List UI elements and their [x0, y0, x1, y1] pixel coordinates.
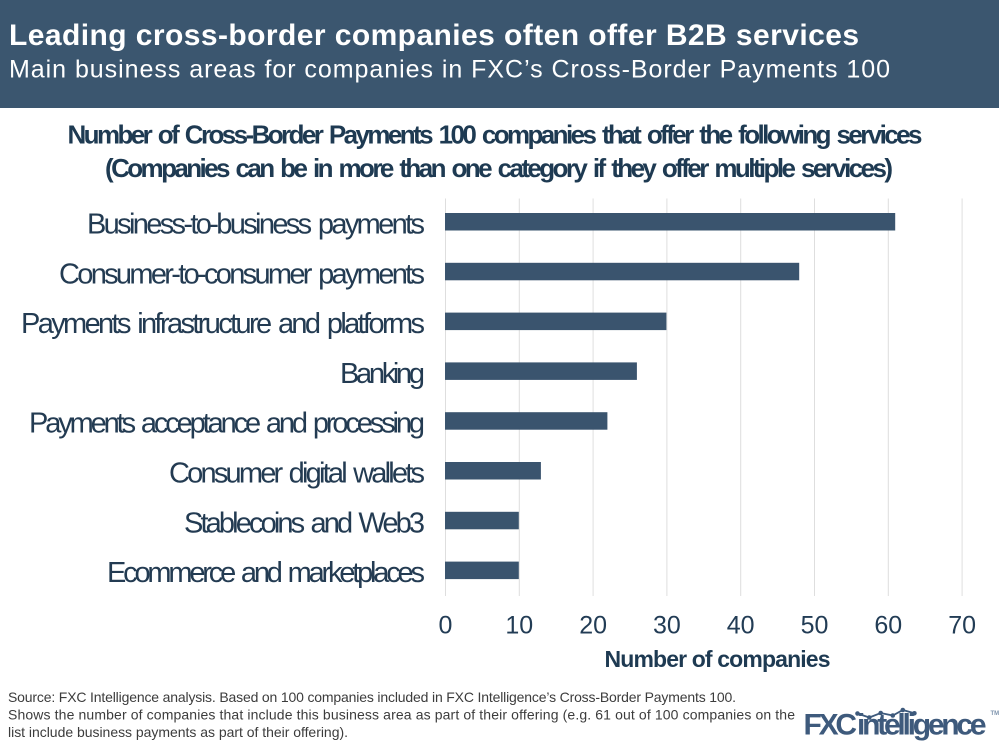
- svg-text:Leading cross-border companies: Leading cross-border companies often off…: [9, 19, 859, 52]
- svg-text:Business-to-business payments: Business-to-business payments: [87, 209, 425, 241]
- svg-text:(Companies can be in more than: (Companies can be in more than one categ…: [105, 153, 893, 183]
- svg-text:30: 30: [653, 612, 681, 640]
- svg-text:40: 40: [727, 612, 755, 640]
- svg-text:50: 50: [801, 612, 829, 640]
- svg-text:Payments infrastructure and pl: Payments infrastructure and platforms: [21, 308, 425, 340]
- svg-text:Payments acceptance and proces: Payments acceptance and processing: [29, 408, 425, 440]
- svg-text:Ecommerce and marketplaces: Ecommerce and marketplaces: [107, 557, 425, 589]
- svg-text:Main business areas for compan: Main business areas for companies in FXC…: [9, 56, 890, 84]
- svg-text:20: 20: [579, 612, 607, 640]
- svg-text:Banking: Banking: [340, 358, 425, 390]
- svg-text:Stablecoins and Web3: Stablecoins and Web3: [184, 507, 425, 539]
- svg-text:Number of Cross-Border Payment: Number of Cross-Border Payments 100 comp…: [68, 120, 923, 150]
- svg-text:70: 70: [948, 612, 976, 640]
- svg-text:60: 60: [874, 612, 902, 640]
- svg-text:10: 10: [505, 612, 533, 640]
- svg-text:Consumer digital wallets: Consumer digital wallets: [169, 458, 425, 490]
- svg-text:0: 0: [439, 612, 453, 640]
- svg-text:FXC: FXC: [804, 709, 858, 742]
- svg-text:Source: FXC Intelligence analy: Source: FXC Intelligence analysis. Based…: [8, 689, 736, 705]
- svg-text:Shows the number of companies: Shows the number of companies that inclu…: [8, 707, 795, 723]
- svg-text:intelligence: intelligence: [857, 709, 987, 742]
- svg-text:TM: TM: [991, 711, 999, 717]
- svg-text:Consumer-to-consumer payments: Consumer-to-consumer payments: [59, 258, 425, 290]
- svg-text:list include business payments: list include business payments as part o…: [8, 724, 348, 740]
- svg-text:Number of companies: Number of companies: [605, 646, 831, 672]
